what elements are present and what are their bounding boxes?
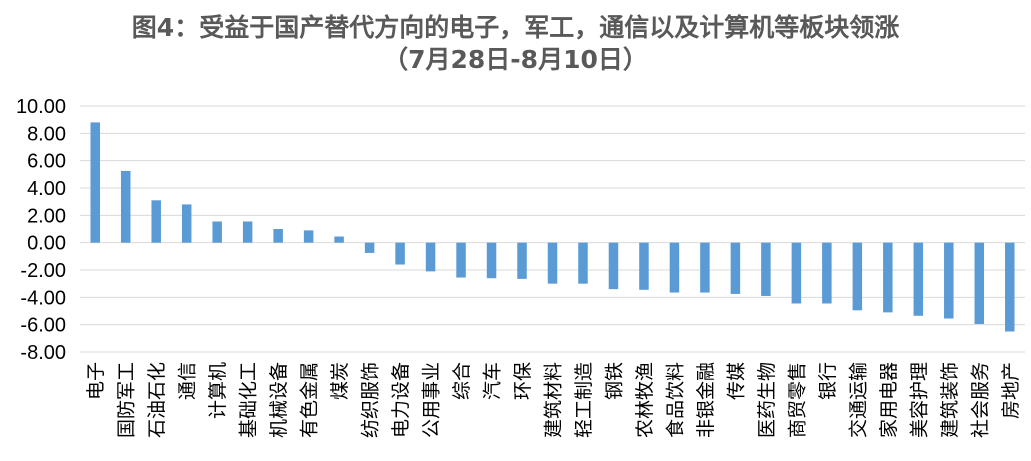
x-category-label: 交通运输 [847, 362, 869, 438]
x-category-label: 非银金融 [695, 362, 717, 438]
bar [669, 242, 680, 293]
y-tick-label: -6.00 [20, 315, 66, 337]
x-category-label: 食品饮料 [664, 362, 686, 438]
y-tick-label: 0.00 [27, 233, 66, 255]
bar [700, 242, 710, 293]
x-category-label: 计算机 [207, 362, 229, 419]
x-category-label: 社会服务 [969, 362, 991, 438]
bar [730, 242, 741, 294]
y-tick-label: 4.00 [27, 178, 66, 200]
x-category-label: 环保 [512, 362, 534, 400]
x-category-label: 建筑材料 [543, 362, 565, 438]
bar [242, 221, 253, 243]
x-category-label: 有色金属 [299, 362, 321, 438]
chart-title: 图4：受益于国产替代方向的电子，军工，通信以及计算机等板块领涨 [131, 13, 900, 42]
bar [547, 242, 558, 284]
x-category-label: 传媒 [725, 362, 747, 400]
y-tick-label: 10.00 [16, 96, 66, 118]
bar [273, 229, 283, 243]
x-category-label: 电子 [85, 362, 107, 400]
bar [181, 204, 192, 243]
bar [791, 242, 802, 304]
y-tick-label: -2.00 [20, 260, 66, 282]
x-category-label: 银行 [817, 362, 839, 400]
bar [913, 242, 924, 316]
bar [456, 242, 466, 278]
y-tick-label: 6.00 [27, 151, 66, 173]
y-tick-label: 8.00 [27, 123, 66, 145]
bar [883, 242, 893, 313]
bar [822, 242, 832, 304]
x-category-label: 通信 [177, 362, 199, 400]
chart-subtitle: （7月28日-8月10日） [383, 45, 648, 74]
bar [517, 242, 527, 279]
x-category-label: 石油石化 [146, 362, 168, 438]
x-category-label: 商贸零售 [786, 362, 808, 438]
x-category-label: 房地产 [1000, 362, 1022, 419]
x-category-label: 综合 [451, 362, 473, 400]
bar [90, 122, 100, 243]
x-category-label: 国防军工 [116, 362, 138, 438]
bar [395, 242, 405, 265]
bar [334, 236, 344, 243]
bar [608, 242, 619, 290]
x-category-label: 农林牧渔 [634, 362, 656, 438]
bar [761, 242, 771, 296]
bar [425, 242, 436, 272]
x-category-label: 医药生物 [756, 362, 778, 438]
bar [212, 221, 222, 243]
bar [364, 242, 375, 253]
x-category-label: 纺织服饰 [360, 362, 382, 438]
x-category-label: 建筑装饰 [939, 362, 961, 438]
x-category-label: 轻工制造 [573, 362, 595, 438]
y-tick-label: -8.00 [20, 342, 66, 364]
bar [151, 200, 161, 243]
x-category-label: 汽车 [482, 362, 504, 400]
bar [486, 242, 497, 279]
bar [852, 242, 863, 311]
x-category-label: 煤炭 [329, 362, 351, 400]
y-tick-label: 2.00 [27, 205, 66, 227]
x-category-label: 公用事业 [421, 362, 443, 438]
bar [1005, 242, 1015, 332]
x-category-label: 基础化工 [238, 362, 260, 438]
x-category-label: 电力设备 [390, 362, 412, 438]
bar [944, 242, 954, 319]
bar [303, 230, 314, 243]
bar [974, 242, 985, 324]
x-category-label: 钢铁 [603, 362, 625, 400]
bar [120, 170, 131, 243]
x-category-label: 家用电器 [878, 362, 900, 438]
y-tick-label: -4.00 [20, 287, 66, 309]
bar [639, 242, 649, 290]
bar [578, 242, 588, 284]
x-category-label: 机械设备 [268, 362, 290, 438]
x-category-label: 美容护理 [908, 362, 930, 438]
